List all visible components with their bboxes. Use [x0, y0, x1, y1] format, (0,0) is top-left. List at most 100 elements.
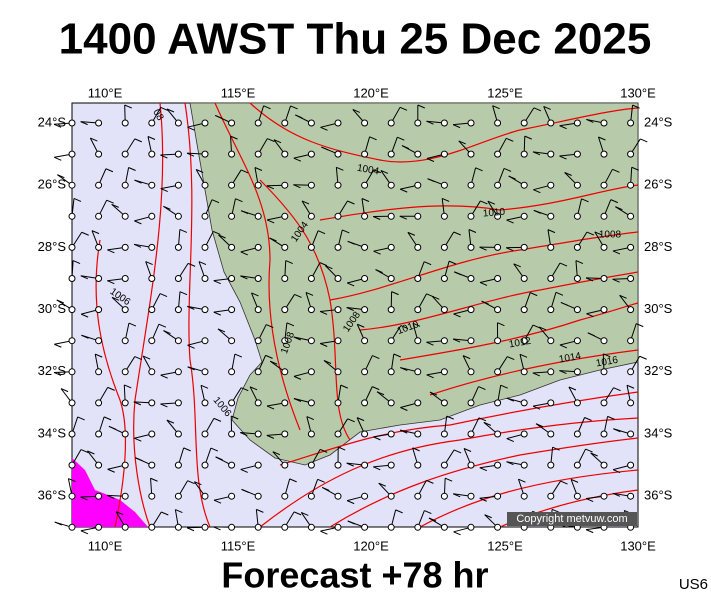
barb-station [69, 431, 75, 437]
lat-label: 26°S [38, 177, 67, 192]
barb-station [628, 213, 634, 219]
barb-station [495, 338, 501, 344]
barb-station [521, 462, 527, 468]
barb-station [282, 369, 288, 375]
barb-station [628, 431, 634, 437]
barb-station [495, 151, 501, 157]
barb-station [229, 369, 235, 375]
barb-station [69, 462, 75, 468]
barb-station [308, 244, 314, 250]
barb-station [229, 462, 235, 468]
barb-station [468, 524, 474, 530]
barb-station [388, 462, 394, 468]
barb-station [149, 493, 155, 499]
barb-station [175, 244, 181, 250]
barb-station [574, 369, 580, 375]
barb-station [388, 400, 394, 406]
barb-station [362, 120, 368, 126]
barb-station [229, 524, 235, 530]
barb-station [548, 431, 554, 437]
barb-station [362, 276, 368, 282]
barb-station [548, 493, 554, 499]
barb-station [468, 182, 474, 188]
isobar-label: 1010 [482, 207, 506, 220]
barb-station [388, 120, 394, 126]
barb-station [149, 524, 155, 530]
lon-label: 120°E [353, 538, 389, 553]
barb-station [255, 213, 261, 219]
barb-station [574, 400, 580, 406]
barb-station [96, 244, 102, 250]
barb-station [574, 120, 580, 126]
lon-label: 115°E [221, 538, 256, 553]
barb-station [175, 493, 181, 499]
barb-station [601, 431, 607, 437]
barb-station [149, 244, 155, 250]
barb-station [149, 213, 155, 219]
barb-station [202, 338, 208, 344]
barb-station [574, 213, 580, 219]
lat-label: 32°S [644, 363, 673, 378]
barb-station [175, 276, 181, 282]
barb-station [308, 493, 314, 499]
barb-station [521, 369, 527, 375]
barb-flag [54, 344, 61, 347]
barb-station [255, 431, 261, 437]
barb-flag [320, 531, 327, 534]
barb-station [149, 400, 155, 406]
barb-station [69, 493, 75, 499]
barb-station [388, 338, 394, 344]
barb-station [122, 462, 128, 468]
barb-station [441, 524, 447, 530]
barb-station [495, 307, 501, 313]
barb-station [468, 338, 474, 344]
barb-station [362, 151, 368, 157]
barb-station [202, 307, 208, 313]
barb-station [574, 151, 580, 157]
barb-station [495, 431, 501, 437]
lat-label: 24°S [644, 114, 673, 129]
barb-station [441, 369, 447, 375]
barb-station [69, 369, 75, 375]
isobar-label: 1008 [599, 230, 622, 241]
barb-station [495, 462, 501, 468]
barb-station [308, 400, 314, 406]
barb-station [175, 462, 181, 468]
barb-station [255, 524, 261, 530]
barb-station [149, 369, 155, 375]
barb-station [282, 151, 288, 157]
barb-station [601, 182, 607, 188]
barb-station [548, 307, 554, 313]
barb-station [415, 524, 421, 530]
barb-station [468, 369, 474, 375]
barb-station [122, 400, 128, 406]
lat-label: 30°S [644, 301, 673, 316]
barb-station [441, 120, 447, 126]
barb-station [601, 493, 607, 499]
barb-station [202, 151, 208, 157]
barb-station [255, 462, 261, 468]
barb-flag [586, 530, 593, 533]
barb-station [362, 369, 368, 375]
barb-station [96, 338, 102, 344]
barb-station [521, 276, 527, 282]
barb-station [69, 120, 75, 126]
barb-station [255, 276, 261, 282]
barb-flag [187, 528, 194, 531]
barb-station [441, 244, 447, 250]
barb-station [362, 213, 368, 219]
barb-station [96, 431, 102, 437]
barb-station [229, 338, 235, 344]
barb-station [388, 213, 394, 219]
barb-station [362, 400, 368, 406]
barb-station [96, 524, 102, 530]
barb-station [96, 462, 102, 468]
barb-station [335, 400, 341, 406]
barb-station [521, 307, 527, 313]
barb-station [202, 524, 208, 530]
barb-station [175, 338, 181, 344]
barb-station [548, 338, 554, 344]
barb-station [601, 307, 607, 313]
barb-station [69, 182, 75, 188]
barb-station [548, 369, 554, 375]
